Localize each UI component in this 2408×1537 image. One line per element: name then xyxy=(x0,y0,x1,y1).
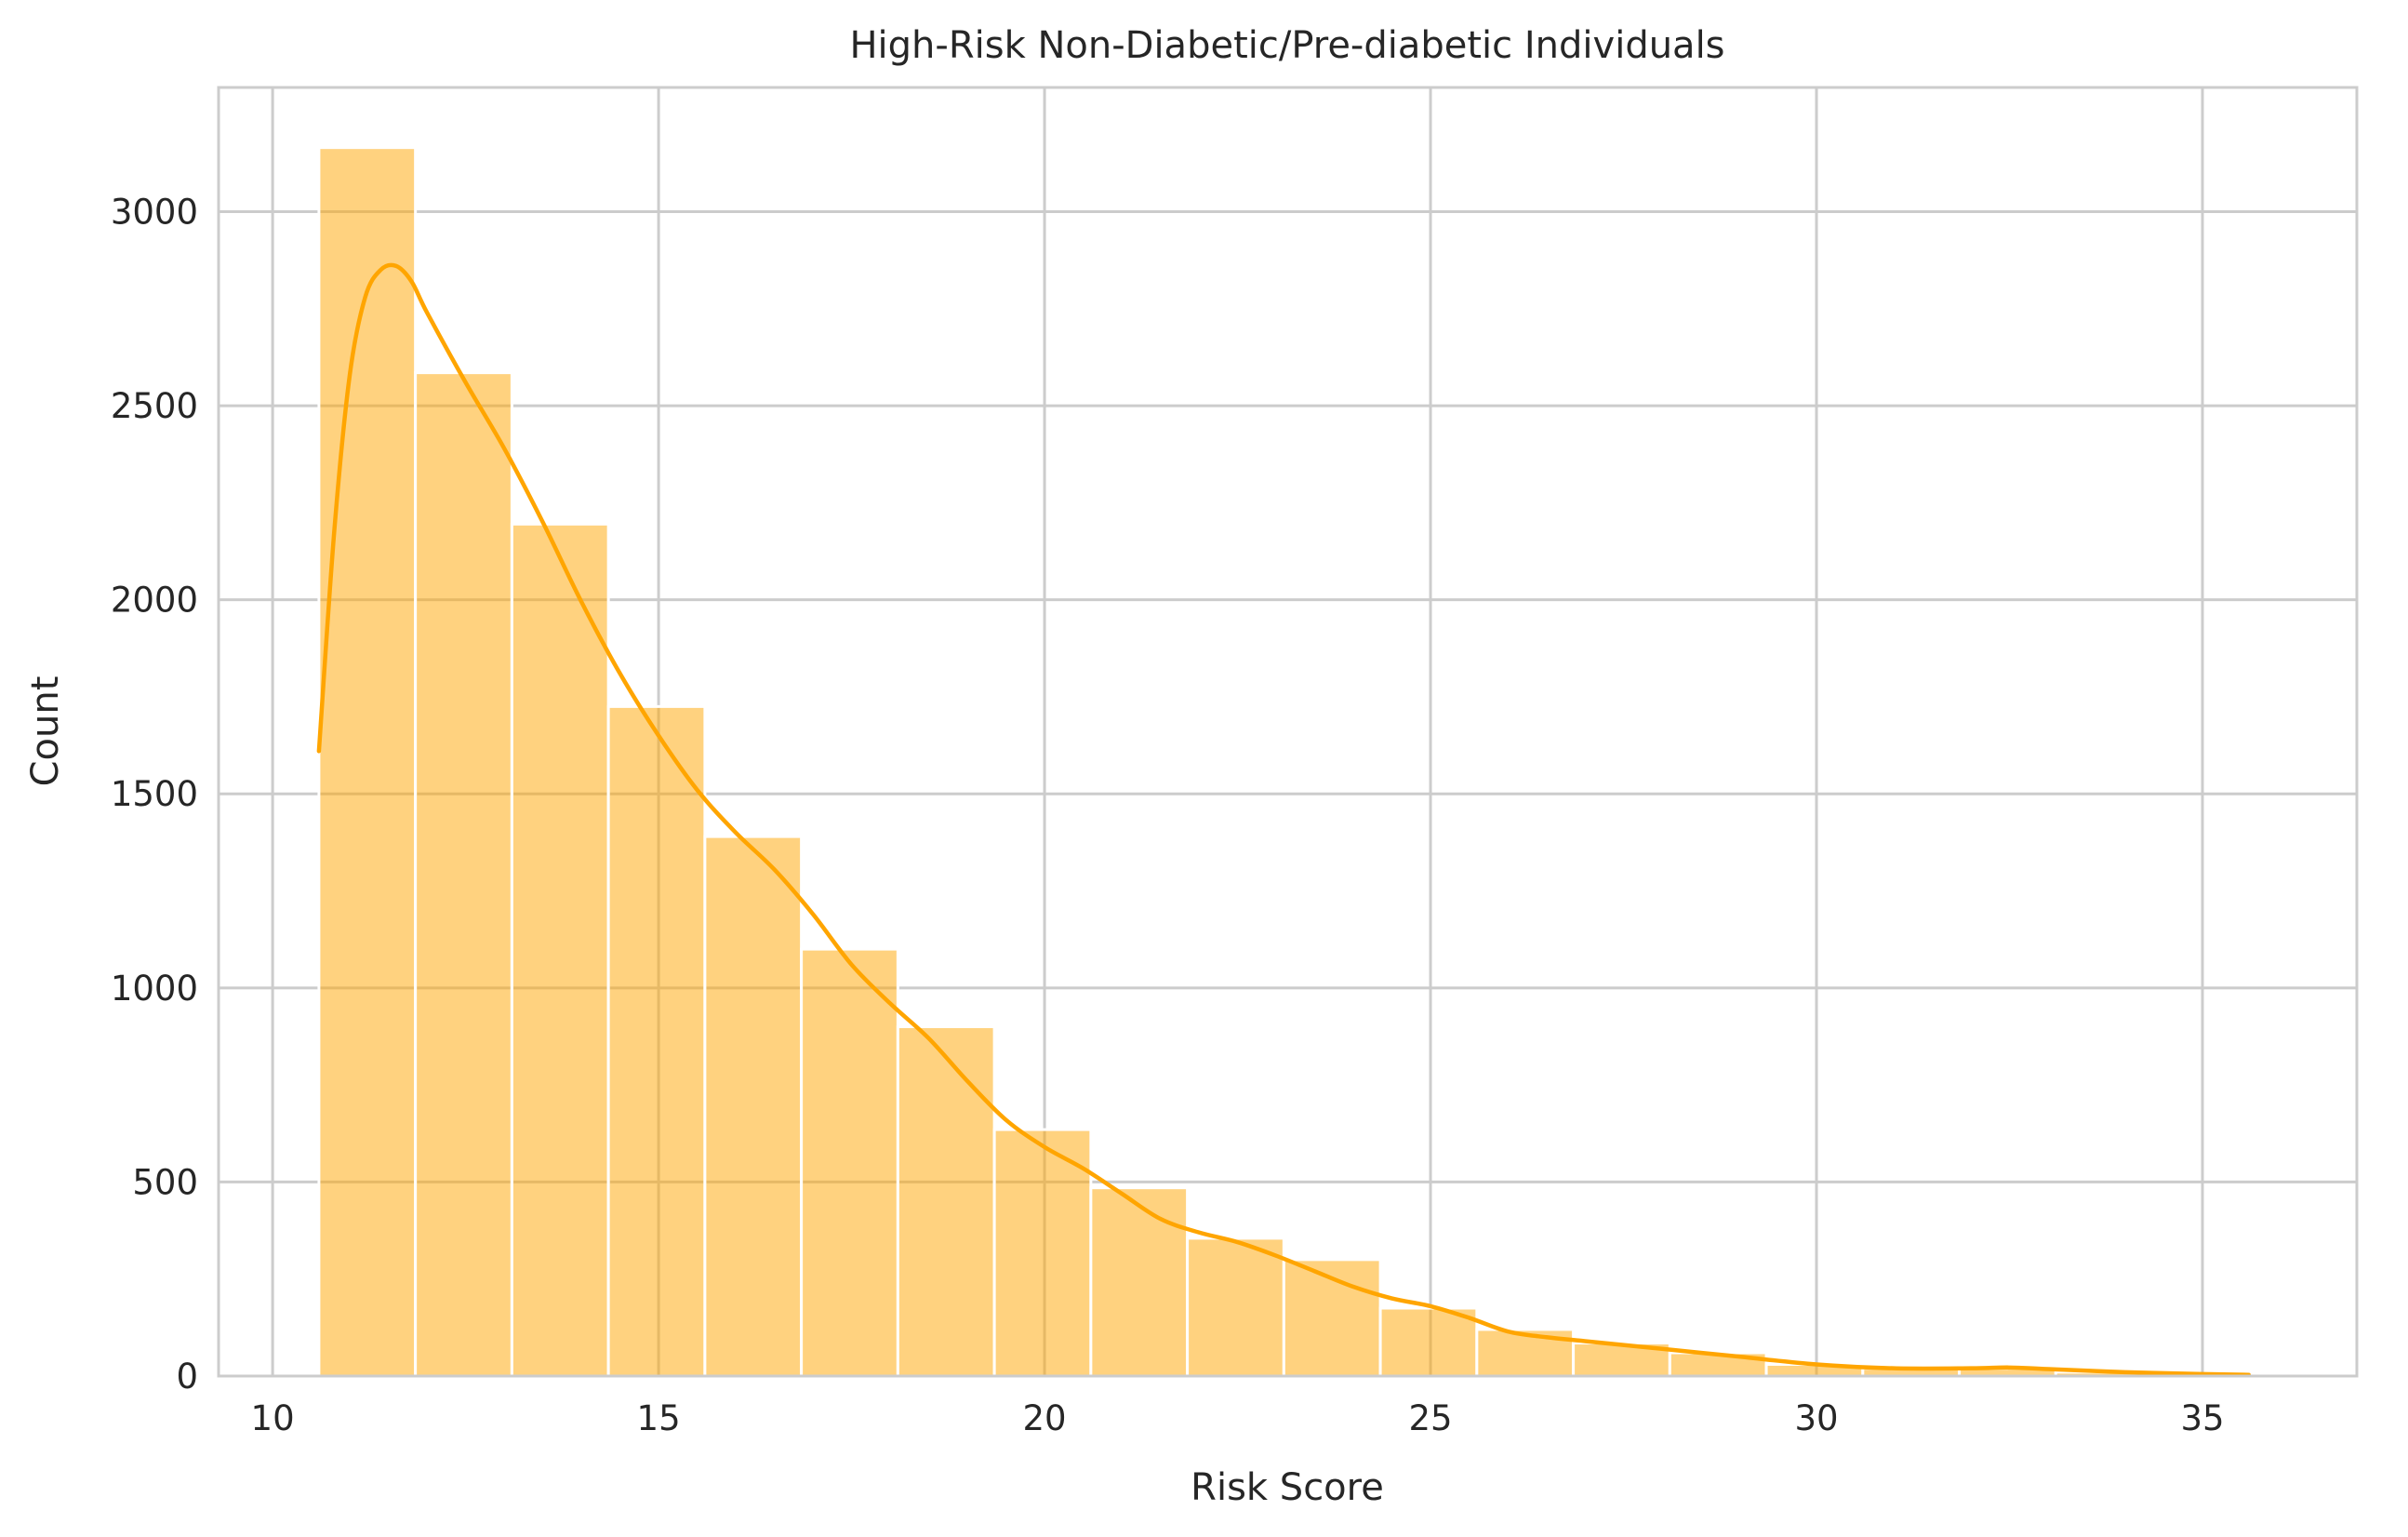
plot-frame xyxy=(217,86,2359,1378)
y-tick-label: 3000 xyxy=(111,192,198,232)
y-axis-label: Count xyxy=(24,676,67,787)
histogram-bar xyxy=(1378,1306,1479,1378)
x-tick-label: 30 xyxy=(1794,1398,1838,1438)
y-tick-label: 0 xyxy=(176,1357,198,1397)
histogram-bar xyxy=(800,947,899,1378)
histogram-bars xyxy=(317,146,2251,1378)
histogram-bar xyxy=(896,1025,996,1378)
histogram-bar xyxy=(510,522,610,1378)
x-tick-labels: 10 15 20 25 30 35 xyxy=(251,1398,2225,1438)
histogram-bar xyxy=(1089,1186,1190,1378)
x-tick-label: 20 xyxy=(1023,1398,1067,1438)
y-tick-label: 1000 xyxy=(111,969,198,1009)
x-tick-label: 25 xyxy=(1408,1398,1452,1438)
histogram-bar xyxy=(606,704,707,1378)
histogram-bar xyxy=(703,835,804,1378)
x-tick-label: 10 xyxy=(251,1398,295,1438)
y-tick-label: 1500 xyxy=(111,774,198,814)
x-tick-label: 15 xyxy=(637,1398,681,1438)
histogram-bar xyxy=(1186,1236,1285,1378)
x-axis-label: Risk Score xyxy=(1191,1466,1384,1509)
kde-curve xyxy=(316,262,2252,1377)
y-tick-labels: 0 500 1000 1500 2000 2500 3000 xyxy=(111,192,198,1397)
histogram-bar xyxy=(317,146,418,1378)
y-tick-label: 2000 xyxy=(111,581,198,621)
histogram-bar xyxy=(414,371,513,1378)
x-tick-label: 35 xyxy=(2180,1398,2224,1438)
y-tick-label: 500 xyxy=(132,1162,198,1202)
chart-title: High-Risk Non-Diabetic/Pre-diabetic Indi… xyxy=(849,24,1724,67)
y-tick-label: 2500 xyxy=(111,386,198,426)
